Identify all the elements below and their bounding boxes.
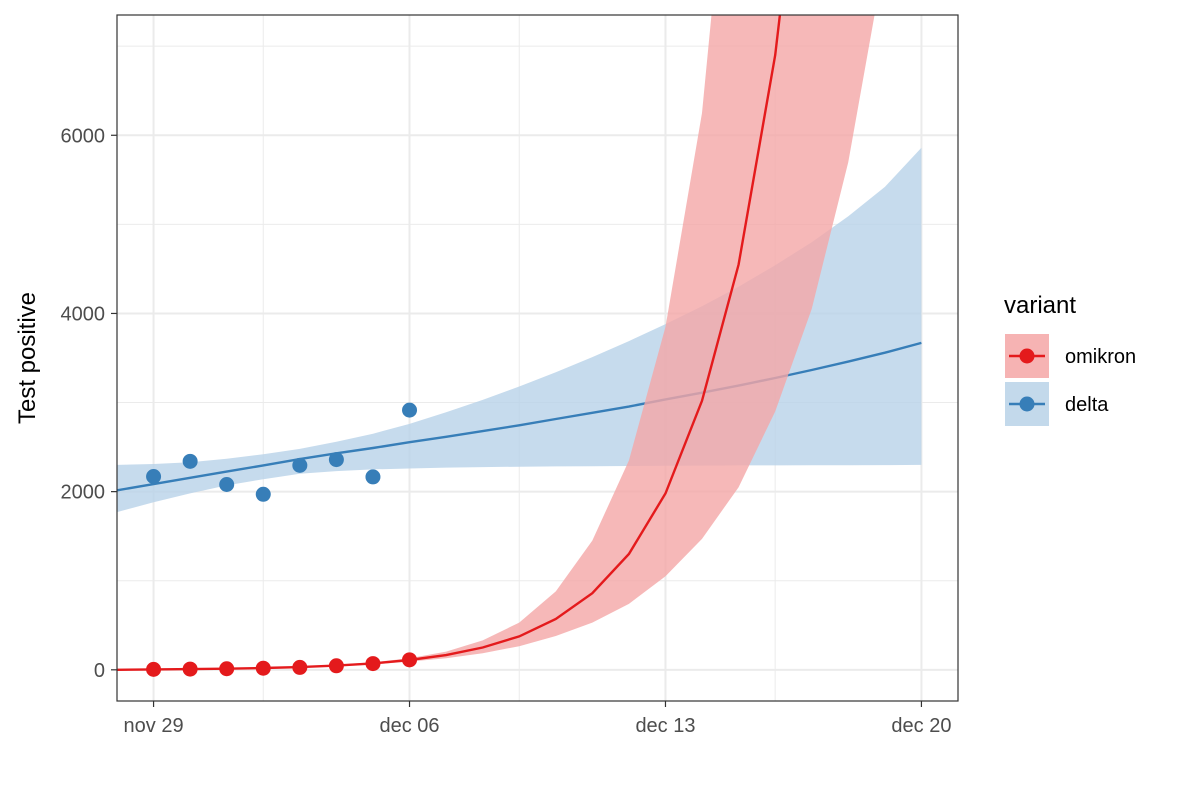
omikron-point xyxy=(402,652,418,668)
plot-border xyxy=(116,14,959,702)
delta-point xyxy=(255,486,271,502)
legend-point-delta xyxy=(1019,396,1035,412)
legend-item-delta: delta xyxy=(1005,382,1109,426)
legend: variant omikron delta xyxy=(1004,292,1136,426)
delta-point xyxy=(365,469,381,485)
axes: 0 2000 4000 6000 nov 29 dec 06 dec 13 dec 20 xyxy=(61,125,952,737)
series-omikron xyxy=(117,15,875,677)
omikron-point xyxy=(292,659,308,675)
x-tick-label: dec 13 xyxy=(635,715,695,737)
x-tick-label: nov 29 xyxy=(124,715,184,737)
y-tick-label: 2000 xyxy=(61,482,106,504)
y-axis-title: Test positive xyxy=(14,292,41,424)
plot-layer xyxy=(117,15,922,677)
legend-items: omikron delta xyxy=(1005,334,1136,426)
omikron-point xyxy=(219,661,235,677)
y-tick-label: 4000 xyxy=(61,303,106,325)
y-tick-label: 6000 xyxy=(61,125,106,147)
delta-point xyxy=(182,453,198,469)
omikron-point xyxy=(328,658,344,674)
delta-point xyxy=(402,402,418,418)
omikron-fit-line xyxy=(117,15,782,671)
delta-point xyxy=(292,457,308,473)
legend-label-delta: delta xyxy=(1065,394,1109,416)
delta-point xyxy=(328,452,344,468)
delta-point xyxy=(219,477,235,493)
x-tick-label: dec 20 xyxy=(891,715,951,737)
omikron-point xyxy=(146,661,162,677)
legend-item-omikron: omikron xyxy=(1005,334,1136,378)
legend-point-omikron xyxy=(1019,348,1035,364)
delta-point xyxy=(146,468,162,484)
omikron-ribbon xyxy=(117,15,875,670)
omikron-point xyxy=(365,656,381,672)
x-tick-label: dec 06 xyxy=(379,715,439,737)
omikron-point xyxy=(182,661,198,677)
omikron-point xyxy=(255,660,271,676)
legend-title: variant xyxy=(1004,292,1076,319)
y-tick-label: 0 xyxy=(94,660,105,682)
legend-label-omikron: omikron xyxy=(1065,346,1136,368)
